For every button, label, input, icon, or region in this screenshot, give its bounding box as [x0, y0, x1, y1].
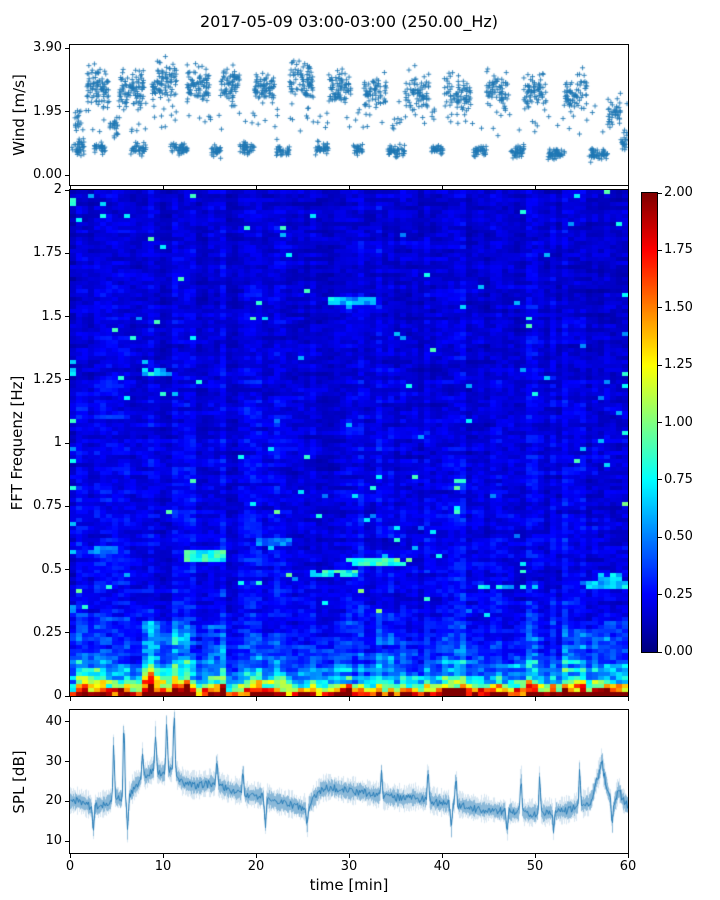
wind-ytick-label: 0.00: [33, 167, 62, 183]
spec-xtick: [348, 697, 350, 701]
fft-ytick: [65, 442, 69, 444]
wind-xtick: [534, 186, 536, 190]
spl-xtick: [69, 854, 71, 858]
spectrogram-canvas: [70, 190, 628, 696]
wind-ytick: [65, 47, 69, 49]
fft-ytick-label: 1.25: [33, 371, 62, 387]
colorbar-tick: [658, 651, 662, 653]
wind-plot-area: [69, 44, 629, 186]
colorbar-tick-label: 1.75: [664, 242, 693, 258]
colorbar-tick-label: 2.00: [664, 185, 693, 200]
spectrogram-plot-area: [69, 189, 629, 697]
wind-ytick-label: 1.95: [33, 103, 62, 119]
colorbar-tick-label: 1.25: [664, 357, 693, 373]
fft-ytick: [65, 252, 69, 254]
spec-xtick: [255, 697, 257, 701]
spl-ytick-label: 20: [45, 793, 62, 809]
time-xlabel: time [min]: [309, 876, 389, 894]
spl-ytick: [65, 800, 69, 802]
wind-scatter-canvas: [70, 45, 628, 185]
fft-ytick: [65, 505, 69, 507]
spec-xtick: [162, 697, 164, 701]
wind-xtick: [162, 186, 164, 190]
colorbar-tick: [658, 364, 662, 366]
fft-ytick: [65, 569, 69, 570]
colorbar-tick-label: 0.25: [664, 586, 693, 602]
spl-ytick: [65, 721, 69, 723]
colorbar-tick: [658, 422, 662, 423]
time-xtick-label: 40: [433, 859, 451, 874]
spl-xtick: [255, 854, 257, 858]
wind-xtick: [348, 186, 350, 190]
colorbar-tick-label: 0.50: [664, 529, 693, 545]
spl-line-canvas: [70, 710, 628, 853]
chart-title: 2017-05-09 03:00-03:00 (250.00_Hz): [199, 12, 499, 31]
colorbar-tick: [658, 536, 662, 538]
wind-ytick: [65, 174, 69, 176]
colorbar-tick-label: 0.00: [664, 644, 693, 659]
spec-xtick: [627, 697, 629, 701]
colorbar-tick: [658, 479, 662, 481]
time-xtick-label: 30: [340, 859, 358, 874]
fft-ytick: [65, 632, 69, 634]
colorbar-tick: [658, 307, 662, 309]
colorbar-tick-label: 1.00: [664, 414, 693, 430]
colorbar: [641, 192, 658, 653]
colorbar-tick: [658, 594, 662, 596]
time-xtick-label: 20: [247, 859, 265, 874]
spl-ytick-label: 10: [45, 833, 62, 849]
fft-ytick-label: 1.5: [41, 308, 62, 324]
fft-ytick: [65, 379, 69, 381]
spl-ytick-label: 40: [45, 713, 62, 729]
spec-xtick: [69, 697, 71, 701]
fft-ytick-label: 1.75: [33, 245, 62, 261]
colorbar-tick-label: 0.75: [664, 471, 693, 487]
spl-xtick: [534, 854, 536, 858]
spl-plot-area: [69, 709, 629, 854]
wind-xtick: [69, 186, 71, 190]
time-xtick-label: 10: [154, 859, 172, 874]
fft-ytick-label: 0: [53, 688, 62, 703]
fft-ytick-label: 2: [53, 182, 62, 197]
spl-xtick: [348, 854, 350, 858]
wind-ytick: [65, 111, 69, 113]
spec-xtick: [441, 697, 443, 701]
spl-ytick-label: 30: [45, 753, 62, 769]
colorbar-tick-label: 1.50: [664, 299, 693, 315]
colorbar-canvas: [642, 193, 657, 652]
colorbar-tick: [658, 192, 662, 194]
colorbar-tick: [658, 249, 662, 251]
wind-xtick: [441, 186, 443, 190]
fft-ytick: [65, 316, 69, 317]
spec-xtick: [534, 697, 536, 701]
time-xtick-label: 50: [526, 859, 544, 874]
spl-xtick: [162, 854, 164, 858]
spl-ytick: [65, 761, 69, 763]
wind-xtick: [255, 186, 257, 190]
fft-ytick-label: 0.5: [41, 561, 62, 577]
time-xtick-label: 60: [619, 859, 637, 874]
spl-xtick: [441, 854, 443, 858]
wind-ytick-label: 3.90: [33, 40, 62, 56]
spl-ytick: [65, 840, 69, 842]
fft-ytick-label: 0.75: [33, 498, 62, 514]
spl-xtick: [627, 854, 629, 858]
fft-ytick: [65, 189, 69, 191]
fft-ytick-label: 0.25: [33, 624, 62, 640]
fft-ytick-label: 1: [53, 435, 62, 450]
wind-xtick: [627, 186, 629, 190]
fft-ytick: [65, 695, 69, 697]
time-xtick-label: 0: [65, 859, 75, 874]
